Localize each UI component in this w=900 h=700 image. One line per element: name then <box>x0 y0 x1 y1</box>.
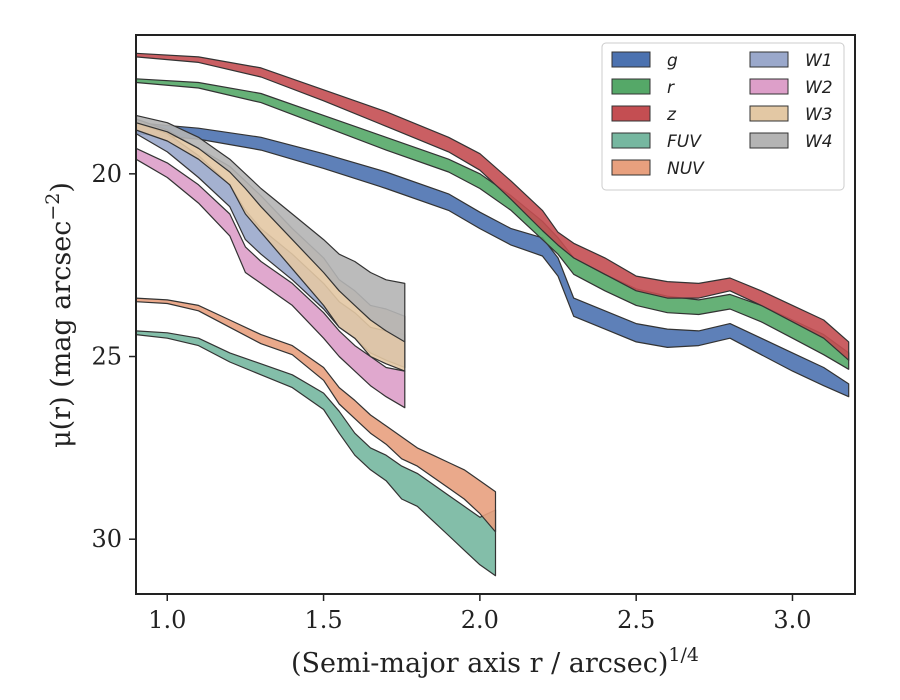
legend-swatch-nuv <box>611 159 651 176</box>
y-tick-label: 20 <box>91 160 122 188</box>
legend-swatch-w1 <box>749 51 789 68</box>
legend-label-nuv: NUV <box>667 159 705 179</box>
legend-label-g: g <box>667 51 678 71</box>
band-g <box>135 122 850 398</box>
x-tick-label: 1.5 <box>304 606 342 634</box>
legend-swatch-g <box>611 51 651 68</box>
legend-label-r: r <box>667 78 675 98</box>
legend-label-fuv: FUV <box>667 132 702 152</box>
plot-frame <box>135 34 856 595</box>
y-axis-label: μ(r) (mag arcsec−2) <box>42 182 77 448</box>
x-tick-label: 1.0 <box>148 606 186 634</box>
legend-swatch-fuv <box>611 132 651 149</box>
band-z <box>135 52 850 361</box>
legend-swatch-r <box>611 78 651 95</box>
band-w2 <box>135 147 406 409</box>
band-layer <box>135 52 850 577</box>
legend-swatch-w4 <box>749 132 789 149</box>
band-nuv <box>135 297 497 533</box>
x-axis-label: (Semi-major axis r / arcsec)1/4 <box>291 644 699 679</box>
x-axis: 1.0 1.5 2.0 2.5 3.0 <box>148 594 812 634</box>
y-tick-label: 25 <box>91 343 122 371</box>
y-tick-label: 30 <box>91 525 122 553</box>
legend-swatch-z <box>611 105 651 122</box>
y-axis: 20 25 30 <box>91 160 136 553</box>
legend-label-w3: W3 <box>805 105 833 125</box>
legend-swatch-w2 <box>749 78 789 95</box>
x-tick-label: 2.0 <box>461 606 499 634</box>
legend: grz FUV NUV W1 W2 W3 W4 <box>601 42 845 191</box>
band-w4 <box>135 114 406 343</box>
legend-label-w1: W1 <box>805 51 833 71</box>
legend-label-z: z <box>666 105 677 125</box>
legend-label-w4: W4 <box>805 132 833 152</box>
x-tick-label: 3.0 <box>773 606 811 634</box>
band-fuv <box>135 330 497 577</box>
legend-swatch-w3 <box>749 105 789 122</box>
x-tick-label: 2.5 <box>617 606 655 634</box>
legend-label-w2: W2 <box>805 78 833 98</box>
